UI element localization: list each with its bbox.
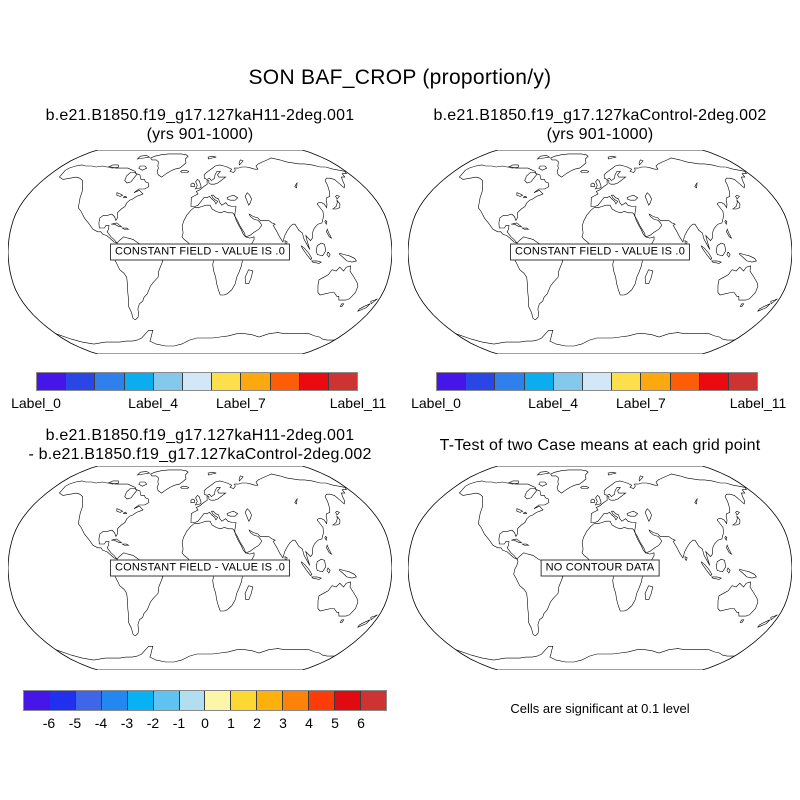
constant-field-note: CONSTANT FIELD - VALUE IS .0 (109, 243, 291, 261)
world-map-svg (408, 466, 792, 670)
colorbar-segment (24, 691, 50, 710)
colorbar-segment (75, 691, 102, 710)
colorbar-segments (436, 372, 758, 391)
no-contour-data-note: NO CONTOUR DATA (540, 559, 660, 577)
colorbar-segment (328, 373, 358, 390)
colorbar-segment (283, 691, 310, 710)
colorbar-segment (335, 691, 361, 710)
colorbar-segment (212, 373, 242, 390)
colorbar-tick-label: -4 (94, 715, 108, 731)
panel-title-line: b.e21.B1850.f19_g17.127kaControl-2deg.00… (433, 107, 767, 124)
colorbar-case1: Label_0 Label_4 Label_7 Label_11 (11, 372, 386, 411)
colorbar-segments (36, 372, 358, 391)
colorbar-difference: -6 -5 -4 -3 -2 -1 0 1 2 3 4 5 6 (23, 690, 387, 731)
colorbar-segment (670, 373, 700, 390)
colorbar-segment (524, 373, 554, 390)
colorbar-tick-label: 6 (357, 715, 365, 731)
colorbar-segment (270, 373, 300, 390)
colorbar-segment (153, 373, 183, 390)
colorbar-tick-label: Label_7 (615, 395, 666, 411)
panel-title-line: (yrs 901-1000) (546, 126, 654, 143)
panel-title-line: (yrs 901-1000) (146, 126, 254, 143)
colorbar-segment (582, 373, 613, 390)
colorbar-segment (360, 691, 386, 710)
colorbar-segment (641, 373, 671, 390)
colorbar-tick-label: -6 (42, 715, 56, 731)
significance-footnote: Cells are significant at 0.1 level (510, 701, 690, 716)
colorbar-tick-label: 3 (279, 715, 287, 731)
colorbar-segment (466, 373, 496, 390)
colorbar-segment (495, 373, 525, 390)
map-case2: CONSTANT FIELD - VALUE IS .0 (408, 150, 792, 354)
colorbar-segment (127, 691, 154, 710)
colorbar-segment (437, 373, 467, 390)
panel-title-case1: b.e21.B1850.f19_g17.127kaH11-2deg.001 (y… (0, 104, 400, 146)
colorbar-segment (49, 691, 76, 710)
panel-title-line: b.e21.B1850.f19_g17.127kaH11-2deg.001 (45, 107, 355, 124)
panel-title-line: b.e21.B1850.f19_g17.127kaH11-2deg.001 (45, 427, 355, 444)
colorbar-tick-label: -3 (120, 715, 134, 731)
colorbar-segment (205, 691, 232, 710)
colorbar-tick-label: Label_0 (411, 395, 461, 411)
colorbar-segment (231, 691, 258, 710)
colorbar-segment (299, 373, 329, 390)
colorbar-segment (95, 373, 125, 390)
colorbar-tick-label: Label_4 (528, 395, 578, 411)
colorbar-tick-label: Label_7 (215, 395, 266, 411)
map-ttest: NO CONTOUR DATA (408, 466, 792, 670)
colorbar-segment (309, 691, 336, 710)
colorbar-tick-label: -5 (68, 715, 82, 731)
colorbar-tick-label: -2 (146, 715, 160, 731)
map-difference: CONSTANT FIELD - VALUE IS .0 (8, 466, 392, 670)
panel-title-line: - b.e21.B1850.f19_g17.127kaControl-2deg.… (28, 446, 372, 463)
constant-field-note: CONSTANT FIELD - VALUE IS .0 (509, 243, 691, 261)
figure-title: SON BAF_CROP (proportion/y) (248, 66, 552, 89)
colorbar-tick-label: 5 (331, 715, 339, 731)
colorbar-case2: Label_0 Label_4 Label_7 Label_11 (411, 372, 786, 411)
colorbar-segment (101, 691, 128, 710)
panel-title-ttest: T-Test of two Case means at each grid po… (400, 424, 800, 466)
colorbar-segment (241, 373, 271, 390)
colorbar-segment (37, 373, 67, 390)
world-map-svg (8, 150, 392, 354)
map-case1: CONSTANT FIELD - VALUE IS .0 (8, 150, 392, 354)
colorbar-segment (699, 373, 729, 390)
colorbar-tick-label: 2 (253, 715, 261, 731)
colorbar-segment (728, 373, 758, 390)
colorbar-tick-label: 4 (305, 715, 313, 731)
panel-title-difference: b.e21.B1850.f19_g17.127kaH11-2deg.001 - … (0, 424, 400, 466)
colorbar-segment (179, 691, 206, 710)
colorbar-tick-label: -1 (172, 715, 186, 731)
colorbar-tick-label: Label_0 (11, 395, 61, 411)
constant-field-note: CONSTANT FIELD - VALUE IS .0 (109, 559, 291, 577)
colorbar-segment (182, 373, 213, 390)
colorbar-segment (66, 373, 96, 390)
panel-title-line: T-Test of two Case means at each grid po… (439, 436, 761, 454)
colorbar-tick-label: 1 (227, 715, 235, 731)
colorbar-segment (153, 691, 180, 710)
panel-title-case2: b.e21.B1850.f19_g17.127kaControl-2deg.00… (400, 104, 800, 146)
colorbar-segment (124, 373, 154, 390)
colorbar-tick-label: Label_11 (729, 395, 787, 411)
colorbar-segment (257, 691, 284, 710)
colorbar-segment (553, 373, 583, 390)
colorbar-tick-label: Label_4 (128, 395, 178, 411)
colorbar-segments (23, 690, 387, 711)
colorbar-segment (612, 373, 642, 390)
colorbar-tick-label: Label_11 (329, 395, 387, 411)
colorbar-tick-label: 0 (201, 715, 209, 731)
